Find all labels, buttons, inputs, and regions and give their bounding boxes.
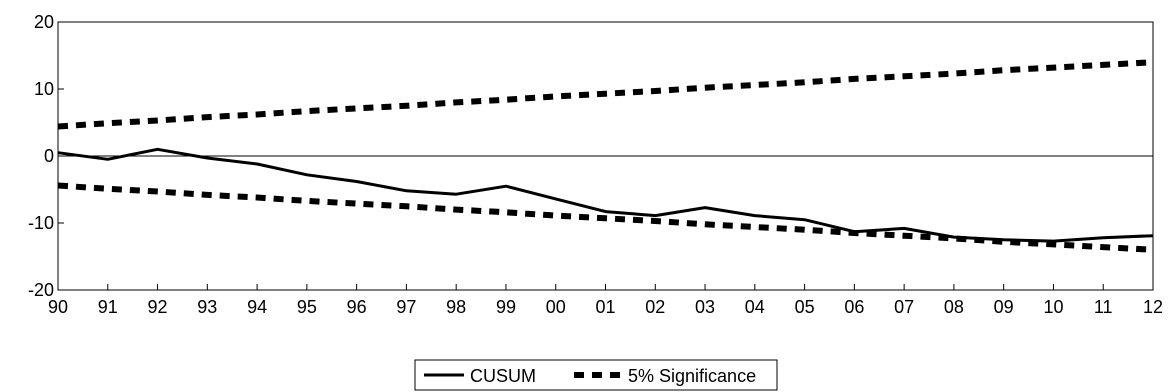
- x-tick-label: 09: [994, 297, 1014, 317]
- x-tick-label: 90: [48, 297, 68, 317]
- x-tick-label: 91: [98, 297, 118, 317]
- x-tick-label: 08: [944, 297, 964, 317]
- x-tick-label: 02: [645, 297, 665, 317]
- y-tick-label: -20: [28, 280, 54, 300]
- x-tick-label: 04: [745, 297, 765, 317]
- cusum-line: [57, 147, 1154, 243]
- x-tick-label: 96: [347, 297, 367, 317]
- legend: CUSUM 5% Significance: [414, 359, 778, 391]
- x-tick-label: 99: [496, 297, 516, 317]
- y-tick-label: 0: [44, 146, 54, 166]
- x-tick-label: 97: [396, 297, 416, 317]
- x-tick-label: 07: [894, 297, 914, 317]
- y-tick-label: 20: [34, 12, 54, 32]
- x-tick-label: 93: [197, 297, 217, 317]
- y-tick-label: -10: [28, 213, 54, 233]
- x-tick-label: 92: [148, 297, 168, 317]
- x-tick-label: 94: [247, 297, 267, 317]
- x-tick-label: 98: [446, 297, 466, 317]
- x-tick-label: 03: [695, 297, 715, 317]
- x-tick-label: 01: [595, 297, 615, 317]
- x-tick-label: 12: [1143, 297, 1163, 317]
- x-tick-label: 11: [1094, 297, 1113, 317]
- x-tick-label: 10: [1043, 297, 1063, 317]
- legend-label-significance: 5% Significance: [628, 366, 756, 386]
- legend-label-cusum: CUSUM: [470, 366, 536, 386]
- y-tick-label: 10: [34, 79, 54, 99]
- lower-significance-line: [57, 182, 1154, 253]
- x-tick-label: 06: [844, 297, 864, 317]
- x-tick-label: 05: [795, 297, 815, 317]
- upper-significance-line: [57, 59, 1154, 130]
- x-tick-label: 00: [546, 297, 566, 317]
- x-tick-label: 95: [297, 297, 317, 317]
